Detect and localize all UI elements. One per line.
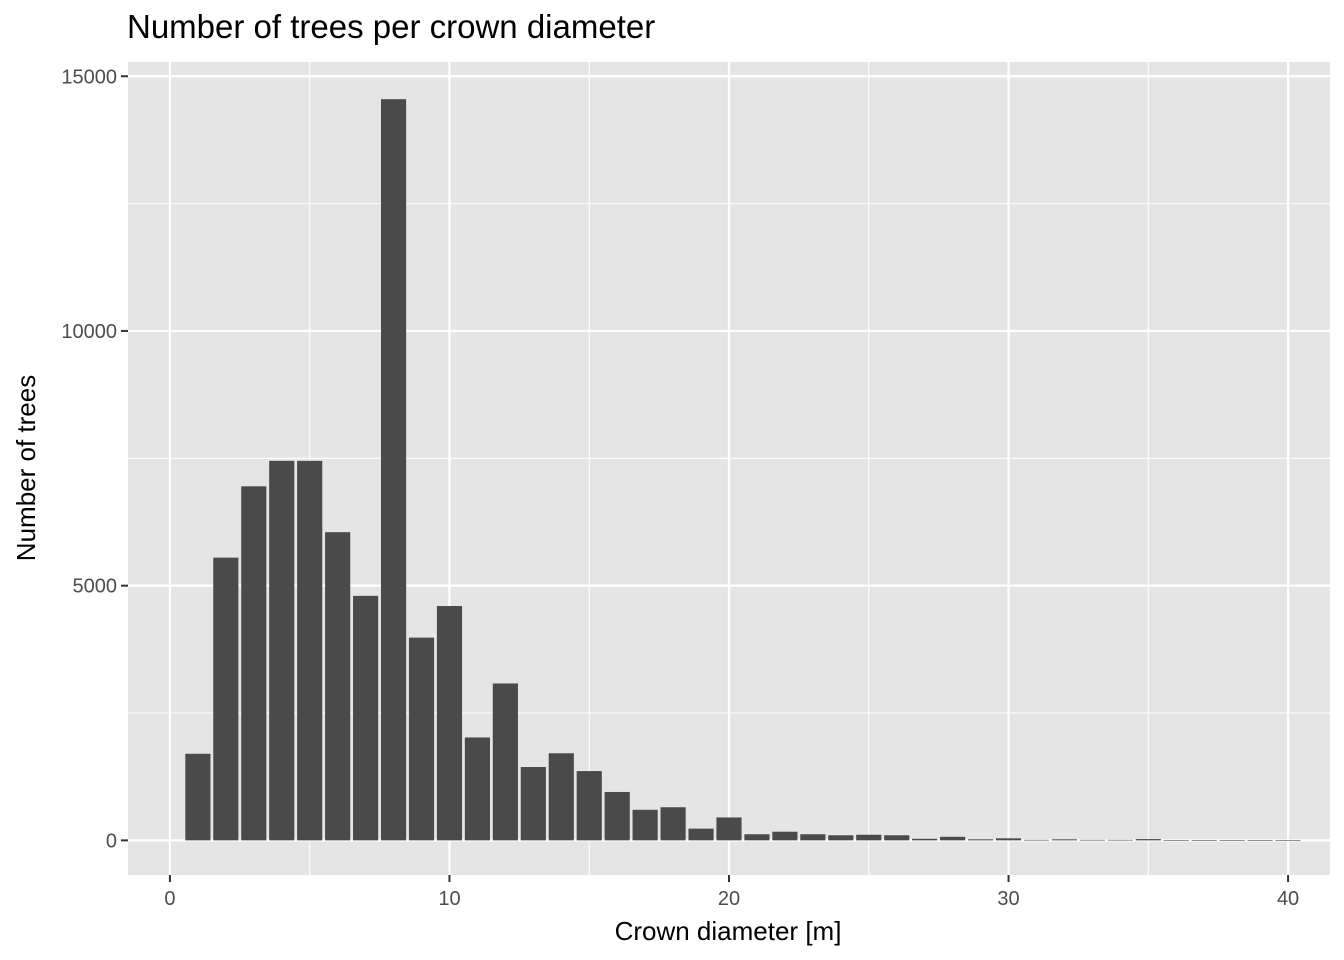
bar-10 (436, 606, 463, 841)
bar-34 (1107, 839, 1133, 841)
bar-13 (520, 767, 546, 841)
bar-21 (744, 834, 770, 841)
bar-27 (912, 838, 938, 841)
y-tick-label: 15000 (61, 66, 117, 88)
bar-17 (632, 809, 658, 841)
x-tick-label: 0 (164, 888, 175, 910)
bar-25 (856, 834, 882, 841)
bar-14 (548, 753, 574, 841)
bar-26 (884, 835, 910, 841)
bar-6 (325, 532, 351, 841)
bar-31 (1023, 839, 1050, 841)
x-axis-tick-labels: 0 10 20 30 40 (164, 888, 1299, 910)
bar-22 (772, 831, 798, 841)
bar-5 (297, 460, 323, 841)
bars (185, 99, 1301, 841)
bar-7 (353, 595, 379, 841)
bar-19 (688, 828, 714, 841)
bar-15 (576, 771, 602, 841)
bar-1 (185, 753, 211, 841)
bar-33 (1079, 839, 1105, 841)
bar-4 (269, 460, 295, 841)
bar-2 (213, 557, 239, 841)
bar-28 (940, 836, 966, 841)
bar-18 (660, 807, 686, 841)
bar-30 (995, 838, 1022, 841)
bar-20 (716, 817, 742, 841)
x-tick-label: 20 (718, 888, 740, 910)
x-axis-title: Crown diameter [m] (615, 916, 842, 946)
x-tick-label: 30 (997, 888, 1019, 910)
bar-40 (1275, 840, 1301, 841)
x-tick-label: 10 (438, 888, 460, 910)
x-tick-label: 40 (1277, 888, 1299, 910)
bar-37 (1191, 840, 1217, 841)
bar-23 (800, 834, 826, 841)
bar-9 (408, 637, 435, 841)
y-tick-label: 0 (106, 830, 117, 852)
bar-29 (968, 839, 994, 841)
bar-16 (604, 791, 630, 841)
y-tick-label: 5000 (73, 576, 118, 598)
chart-title: Number of trees per crown diameter (127, 8, 656, 45)
y-axis-tick-labels: 0 5000 10000 15000 (61, 66, 117, 852)
y-axis-title: Number of trees (11, 375, 41, 561)
bar-12 (492, 683, 518, 841)
bar-8 (380, 99, 407, 841)
bar-36 (1163, 840, 1189, 841)
bar-3 (241, 486, 267, 841)
bar-11 (464, 737, 490, 841)
bar-35 (1135, 839, 1161, 841)
axis-ticks (121, 75, 1290, 882)
bar-39 (1247, 840, 1273, 841)
y-tick-label: 10000 (61, 321, 117, 343)
bar-24 (828, 835, 854, 841)
bar-32 (1051, 839, 1078, 841)
bar-38 (1219, 840, 1245, 841)
